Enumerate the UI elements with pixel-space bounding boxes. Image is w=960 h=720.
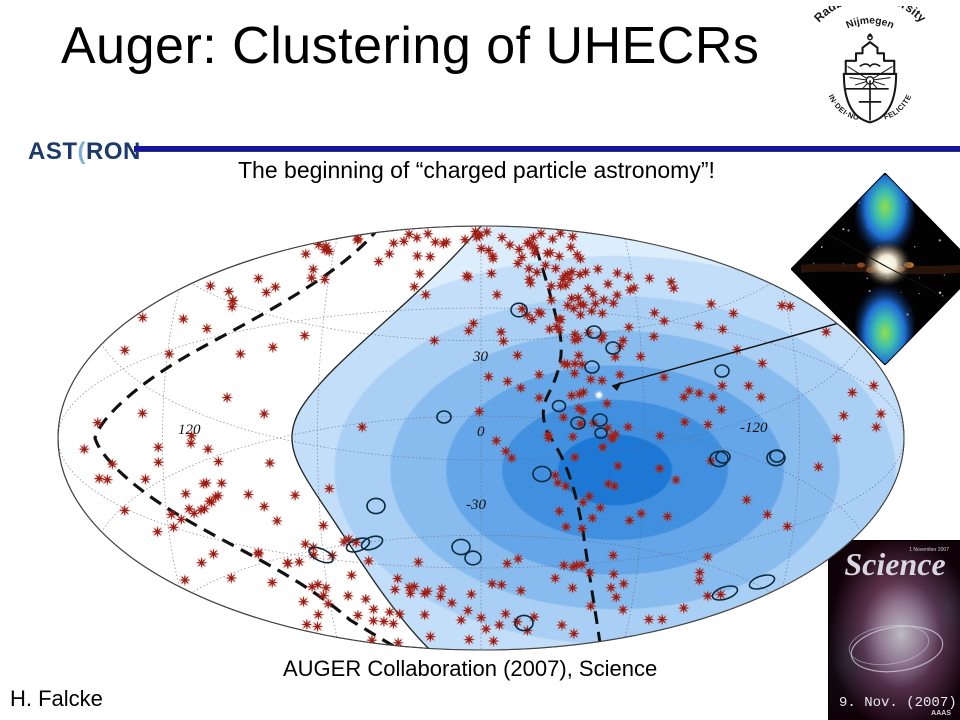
svg-text:-120: -120 — [740, 420, 768, 436]
svg-text:-30: -30 — [466, 497, 486, 513]
svg-text:0: 0 — [477, 424, 485, 440]
svg-text:30: 30 — [472, 349, 489, 365]
